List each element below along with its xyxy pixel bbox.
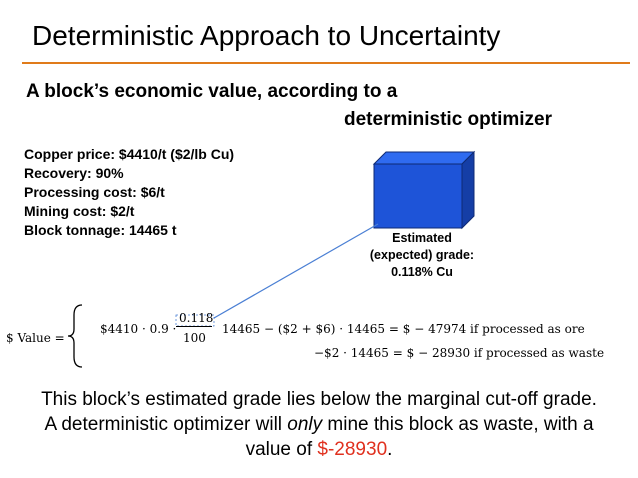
param-copper-price: Copper price: $4410/t ($2/lb Cu) [24, 146, 235, 162]
conclusion-text: This block’s estimated grade lies below … [0, 387, 638, 462]
block-grade-label: Estimated (expected) grade: 0.118% Cu [352, 230, 492, 281]
formula-lhs: $ Value = [6, 331, 65, 345]
formula-grade-denominator: 100 [183, 331, 206, 345]
param-mining-cost: Mining cost: $2/t [24, 203, 135, 219]
slide-title: Deterministic Approach to Uncertainty [32, 20, 501, 51]
fraction-bar [176, 326, 212, 327]
formula-waste-case: −$2 · 14465 = $ − 28930 if processed as … [314, 346, 605, 360]
block-label-line-3: 0.118% Cu [391, 265, 453, 279]
block-cube-icon [372, 150, 476, 230]
subtitle-line-2: deterministic optimizer [344, 109, 552, 130]
parameter-list: Copper price: $4410/t ($2/lb Cu) Recover… [24, 145, 234, 240]
formula-ore-case: 14465 − ($2 + $6) · 14465 = $ − 47974 if… [222, 322, 585, 336]
param-block-tonnage: Block tonnage: 14465 t [24, 222, 177, 238]
subtitle-line-1: A block’s economic value, according to a [26, 81, 398, 102]
conclusion-line-3-start: value of [245, 439, 318, 460]
title-underline [22, 62, 630, 64]
formula-grade-numerator: 0.118 [179, 311, 214, 325]
block-label-line-2: (expected) grade: [369, 248, 475, 262]
conclusion-emphasis: only [287, 414, 323, 435]
param-processing-cost: Processing cost: $6/t [24, 184, 165, 200]
param-recovery: Recovery: 90% [24, 165, 124, 181]
conclusion-line-2-start: A deterministic optimizer will [44, 414, 288, 435]
conclusion-line-1: This block’s estimated grade lies below … [41, 389, 597, 410]
waste-value-highlight: $-28930 [317, 439, 388, 460]
left-brace-icon [67, 304, 83, 368]
cube-side-face [461, 150, 475, 230]
cube-top-face [372, 151, 476, 165]
formula-ore-prefix: $4410 · 0.9 · [100, 322, 177, 336]
conclusion-line-3-end: . [387, 439, 393, 460]
conclusion-line-2-end: mine this block as waste, with a [322, 414, 594, 435]
cube-front-face [373, 163, 463, 229]
conclusion-line-2: A deterministic optimizer will only mine… [0, 412, 638, 437]
conclusion-line-3: value of $-28930. [0, 437, 638, 462]
block-label-line-1: Estimated [392, 231, 452, 245]
